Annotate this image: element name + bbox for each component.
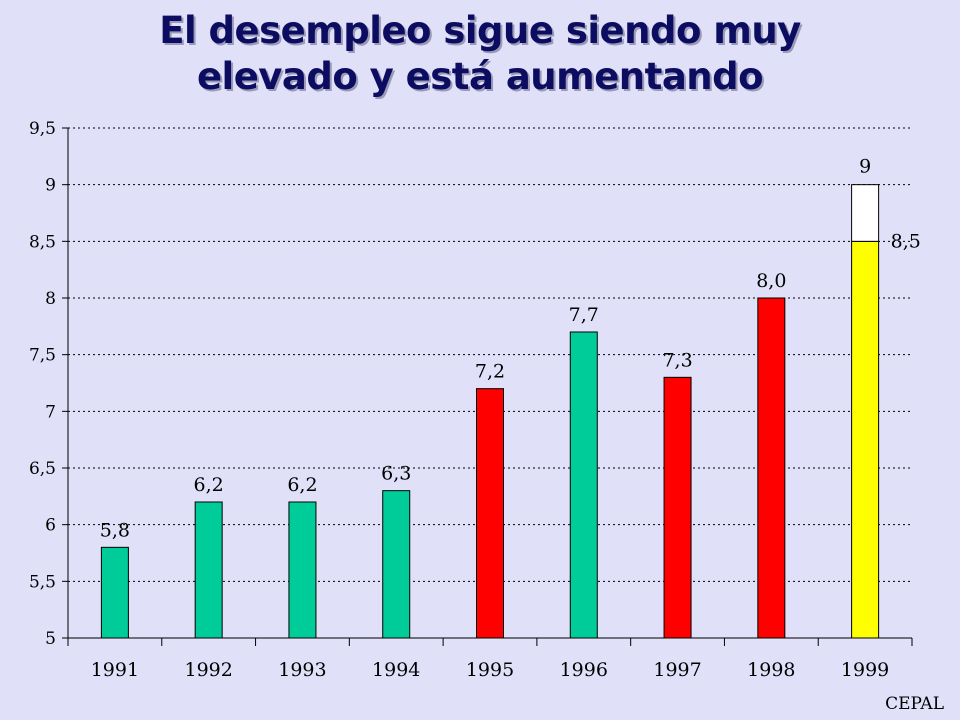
bar xyxy=(194,501,223,639)
data-label: 7,2 xyxy=(475,361,505,383)
chart-title: El desempleo sigue siendo muy elevado y … xyxy=(0,8,960,100)
data-label: 6,3 xyxy=(381,463,411,485)
data-label: 7,7 xyxy=(569,304,599,326)
chart-title-line-2: elevado y está aumentando xyxy=(196,55,764,98)
x-tick-label: 1992 xyxy=(184,659,232,681)
x-tick-label: 1999 xyxy=(841,659,889,681)
bar xyxy=(476,388,504,639)
x-tick-label: 1997 xyxy=(653,659,701,681)
data-label: 6,2 xyxy=(194,474,224,496)
y-tick-label: 8 xyxy=(45,289,56,309)
bar xyxy=(569,331,598,639)
projection-bar xyxy=(851,184,880,242)
x-tick-label: 1998 xyxy=(747,659,795,681)
y-tick-label: 7,5 xyxy=(29,346,56,366)
y-tick-label: 5 xyxy=(45,629,56,649)
x-tick-label: 1993 xyxy=(278,659,326,681)
bar xyxy=(382,490,411,639)
x-tick-label: 1991 xyxy=(91,659,139,681)
y-tick-label: 6 xyxy=(45,516,56,536)
bar xyxy=(288,501,317,639)
y-tick-label: 7 xyxy=(45,402,56,422)
source-label: CEPAL xyxy=(885,694,944,714)
data-label: 7,3 xyxy=(662,349,692,371)
bar xyxy=(663,376,692,639)
chart-title-line-1: El desempleo sigue siendo muy xyxy=(159,9,801,52)
y-tick-label: 9,5 xyxy=(29,119,56,139)
y-tick-label: 5,5 xyxy=(29,572,56,592)
x-tick-label: 1996 xyxy=(560,659,608,681)
y-tick-label: 8,5 xyxy=(29,232,56,252)
bar xyxy=(757,297,786,639)
bar xyxy=(100,546,129,639)
projection-label: 9 xyxy=(859,156,871,178)
bar xyxy=(851,240,880,639)
x-tick-label: 1995 xyxy=(466,659,514,681)
y-tick-label: 9 xyxy=(45,176,56,196)
data-label: 8,5 xyxy=(891,230,921,252)
x-tick-label: 1994 xyxy=(372,659,420,681)
data-label: 6,2 xyxy=(287,474,317,496)
data-label: 5,8 xyxy=(100,519,130,541)
y-tick-label: 6,5 xyxy=(29,459,56,479)
data-label: 8,0 xyxy=(756,270,786,292)
